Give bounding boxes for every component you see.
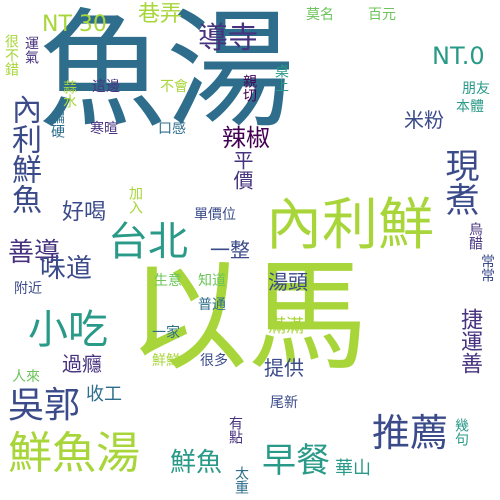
word-hanxuan: 寒暄 <box>90 121 118 137</box>
word-yutang: 魚湯 <box>38 0 295 146</box>
word-neilixian: 內利鮮 <box>266 193 434 258</box>
word-taibei: 台北 <box>108 219 188 265</box>
word-huashan: 華山 <box>335 458 371 479</box>
word-jiaru: 加入 <box>127 186 143 214</box>
word-guoyin: 過癮 <box>62 352 102 376</box>
word-jiju: 幾句 <box>453 418 469 446</box>
word-shandao: 善導 <box>8 238 61 268</box>
word-henduo: 很多 <box>200 353 228 369</box>
word-suanshui: 蒜水 <box>61 80 77 108</box>
word-danjiawei: 單價位 <box>194 207 236 223</box>
word-kougan: 口感 <box>158 121 186 137</box>
word-tigong: 提供 <box>264 356 304 380</box>
word-youdian: 有點 <box>227 416 243 444</box>
word-taizhong: 太重 <box>233 466 249 494</box>
word-changchang: 常常 <box>479 254 495 282</box>
word-zhuoshang: 桌上 <box>273 64 289 92</box>
word-xiangnong: 巷弄 <box>138 2 183 27</box>
word-renlai: 人來 <box>12 369 40 385</box>
word-weidao: 味道 <box>40 254 93 284</box>
word-lajiao: 辣椒 <box>222 124 270 152</box>
word-tangtou: 湯頭 <box>268 270 308 294</box>
word-tuijian: 推薦 <box>372 411 449 455</box>
word-pianying: 偏硬 <box>49 110 65 138</box>
word-neilixianyu: 內利鮮魚 <box>6 94 41 214</box>
word-yijia: 一家 <box>152 325 180 341</box>
word-shengyi: 生意 <box>154 273 182 289</box>
word-yima: 以馬 <box>128 248 368 387</box>
word-wucu: 烏醋 <box>467 222 483 250</box>
word-putong: 普通 <box>198 297 226 313</box>
word-yunqi: 運氣 <box>23 36 39 64</box>
word-zhebian: 這邊 <box>92 79 120 95</box>
word-mifen: 米粉 <box>404 108 444 132</box>
word-zhidao: 知道 <box>198 273 226 289</box>
word-henbucuo: 很不錯 <box>3 34 19 76</box>
word-fujin: 附近 <box>14 281 42 297</box>
word-haohe: 好喝 <box>62 200 107 225</box>
word-shougong: 收工 <box>86 384 122 405</box>
word-benti: 本體 <box>456 99 484 115</box>
word-xianyu: 鮮魚 <box>170 448 223 478</box>
word-wuguo: 吳郭 <box>8 385 81 426</box>
word-baiyuan: 百元 <box>368 7 396 23</box>
word-xianyutang: 鮮魚湯 <box>8 428 140 479</box>
word-nt30: NT 30 <box>42 12 107 37</box>
word-moming: 莫名 <box>306 7 334 23</box>
word-weixin: 尾新 <box>270 395 298 411</box>
word-pengyou: 朋友 <box>462 81 490 97</box>
word-qinqie: 親切 <box>241 74 257 102</box>
word-buhui: 不會 <box>160 79 188 95</box>
word-pingjia: 平價 <box>230 150 254 190</box>
word-daosi: 導寺 <box>198 21 258 56</box>
word-jieyunshan: 捷運善 <box>457 308 482 374</box>
word-xianzhu: 現煮 <box>439 148 479 216</box>
word-yizheng: 一整 <box>210 238 250 262</box>
word-xiaochi: 小吃 <box>28 307 108 353</box>
word-manman: 滿滿 <box>268 316 304 337</box>
word-nt0: NT.0 <box>432 42 485 70</box>
word-xianxian: 鮮鮮 <box>152 353 180 369</box>
word-zaocan: 早餐 <box>262 441 330 481</box>
